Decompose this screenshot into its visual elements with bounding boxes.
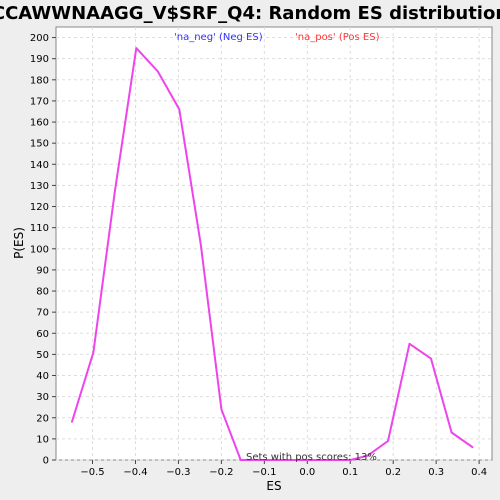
x-axis-label: ES — [266, 479, 281, 493]
es-data-point — [349, 459, 352, 461]
es-data-point — [450, 431, 453, 434]
x-tick-label: 0.0 — [299, 467, 315, 478]
y-tick-label: 70 — [36, 308, 49, 319]
y-tick-label: 150 — [30, 139, 49, 150]
es-data-point — [327, 459, 330, 461]
es-data-point — [199, 243, 202, 246]
y-tick-label: 110 — [30, 223, 49, 234]
es-data-point — [263, 459, 266, 461]
y-tick-label: 170 — [30, 96, 49, 107]
es-data-point — [178, 108, 181, 111]
es-data-point — [114, 190, 116, 193]
y-tick-label: 120 — [30, 202, 49, 213]
x-tick-label: 0.4 — [471, 467, 487, 478]
y-tick-label: 100 — [30, 244, 49, 255]
x-tick-label: 0.1 — [342, 467, 358, 478]
plot-area — [55, 26, 493, 461]
y-tick-label: 80 — [36, 287, 49, 298]
x-tick-label: −0.5 — [80, 467, 104, 478]
x-tick-label: 0.3 — [428, 467, 444, 478]
x-tick-label: 0.2 — [385, 467, 401, 478]
y-tick-label: 30 — [36, 392, 49, 403]
y-tick-label: 20 — [36, 413, 49, 424]
y-tick-label: 10 — [36, 434, 49, 445]
chart-title: CCAWWNAAGG_V$SRF_Q4: Random ES distribut… — [0, 3, 500, 24]
legend-neg: 'na_neg' (Neg ES) — [174, 32, 263, 43]
es-data-point — [285, 459, 287, 461]
y-tick-label: 160 — [30, 118, 49, 129]
y-tick-label: 140 — [30, 160, 49, 171]
y-tick-label: 0 — [43, 456, 49, 467]
es-data-point — [220, 408, 223, 411]
y-tick-label: 40 — [36, 371, 49, 382]
y-tick-label: 50 — [36, 350, 49, 361]
x-tick-label: −0.2 — [209, 467, 233, 478]
series-layer — [70, 47, 474, 461]
x-tick-label: −0.1 — [252, 467, 276, 478]
y-axis: 0 10 20 30 40 50 60 70 80 90 100 110 120 130 140 150 160… — [30, 33, 56, 467]
es-data-point — [408, 343, 411, 345]
es-data-point — [387, 440, 389, 442]
es-data-point — [157, 70, 159, 73]
es-data-point — [430, 357, 432, 360]
es-data-point — [366, 454, 369, 457]
y-axis-label: P(ES) — [12, 227, 26, 259]
es-distribution-line — [70, 47, 474, 461]
es-data-point — [71, 421, 73, 423]
es-data-point — [471, 446, 474, 449]
y-tick-label: 190 — [30, 54, 49, 65]
es-data-point — [92, 351, 95, 354]
grid-lines — [56, 27, 492, 461]
y-tick-label: 60 — [36, 329, 49, 340]
y-tick-label: 200 — [30, 33, 49, 44]
x-axis: −0.5 −0.4 −0.3 −0.2 −0.1 0.0 0.1 0.2 0.3 0.4 — [80, 460, 487, 478]
es-data-point — [306, 459, 309, 461]
y-tick-label: 90 — [36, 265, 49, 276]
es-data-point — [135, 47, 138, 49]
y-tick-label: 130 — [30, 181, 49, 192]
legend-pos: 'na_pos' (Pos ES) — [295, 32, 380, 43]
y-tick-label: 180 — [30, 75, 49, 86]
es-data-point — [239, 459, 242, 461]
x-tick-label: −0.4 — [123, 467, 147, 478]
x-tick-label: −0.3 — [166, 467, 190, 478]
pos-score-annotation: Sets with pos scores: 13% — [246, 452, 377, 463]
